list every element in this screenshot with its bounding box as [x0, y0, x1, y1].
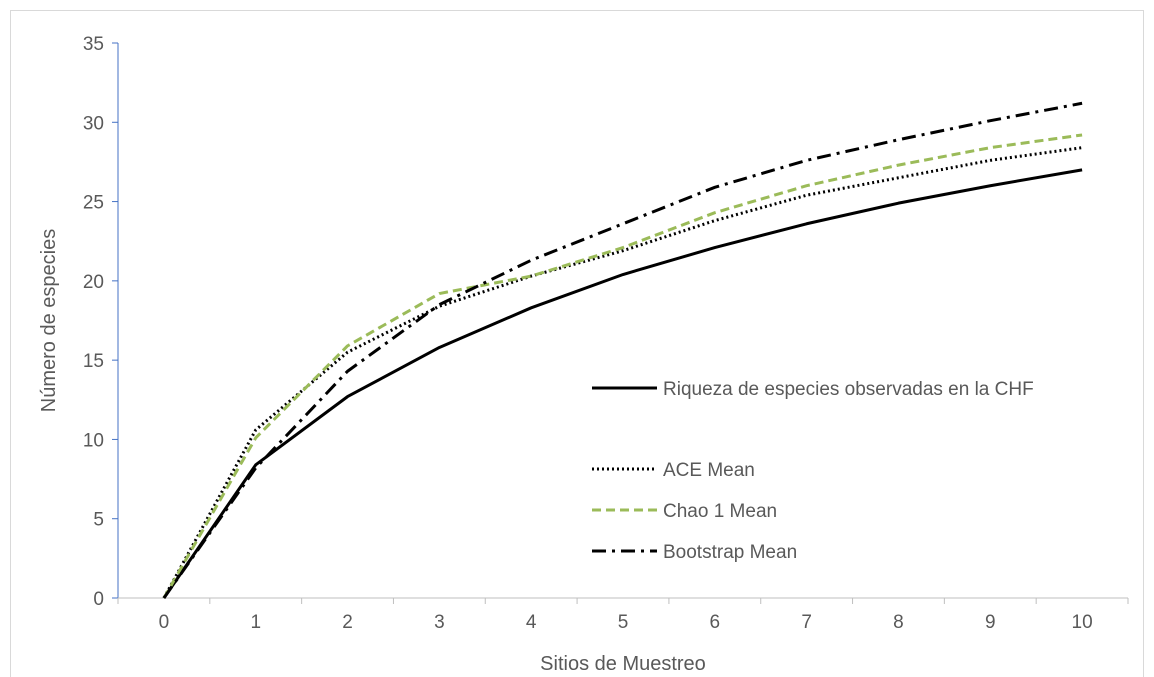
x-tick-label: 0	[159, 612, 170, 633]
x-tick-label: 3	[434, 612, 445, 633]
y-ticks: 0 5 10 15 20 25 30 35	[83, 34, 118, 610]
series-line-1	[162, 168, 1083, 599]
legend: Riqueza de especies observadas en la CHF…	[592, 379, 1034, 563]
x-tick-label: 10	[1072, 612, 1093, 633]
legend-label: Chao 1 Mean	[663, 501, 777, 522]
y-tick-label: 10	[83, 430, 104, 451]
x-tick-label: 7	[801, 612, 812, 633]
x-tick-label: 9	[985, 612, 996, 633]
series-line-2	[162, 146, 1083, 599]
x-ticks: 0 1 2 3 4 5 6 7 8 9 10	[117, 598, 1129, 633]
chart-frame	[10, 10, 1144, 677]
legend-label: Bootstrap Mean	[663, 542, 797, 563]
y-tick-label: 15	[83, 351, 104, 372]
axes	[117, 43, 1128, 599]
y-axis-title: Número de especies	[38, 229, 60, 412]
y-tick-label: 20	[83, 272, 104, 293]
y-tick-label: 25	[83, 193, 104, 214]
x-tick-label: 6	[710, 612, 721, 633]
x-tick-label: 8	[893, 612, 904, 633]
x-axis-title: Sitios de Muestreo	[540, 653, 706, 675]
y-tick-label: 35	[83, 34, 104, 55]
y-tick-label: 5	[93, 510, 104, 531]
x-tick-label: 2	[342, 612, 353, 633]
y-tick-label: 30	[83, 113, 104, 134]
y-tick-label: 0	[93, 589, 104, 610]
x-tick-label: 5	[618, 612, 629, 633]
legend-label: ACE Mean	[663, 460, 755, 481]
x-tick-label: 1	[250, 612, 261, 633]
series-line-3	[162, 133, 1083, 599]
legend-label: Riqueza de especies observadas en la CHF	[663, 379, 1034, 400]
series-lines	[162, 101, 1083, 599]
series-line-4	[162, 101, 1083, 599]
x-tick-label: 4	[526, 612, 537, 633]
